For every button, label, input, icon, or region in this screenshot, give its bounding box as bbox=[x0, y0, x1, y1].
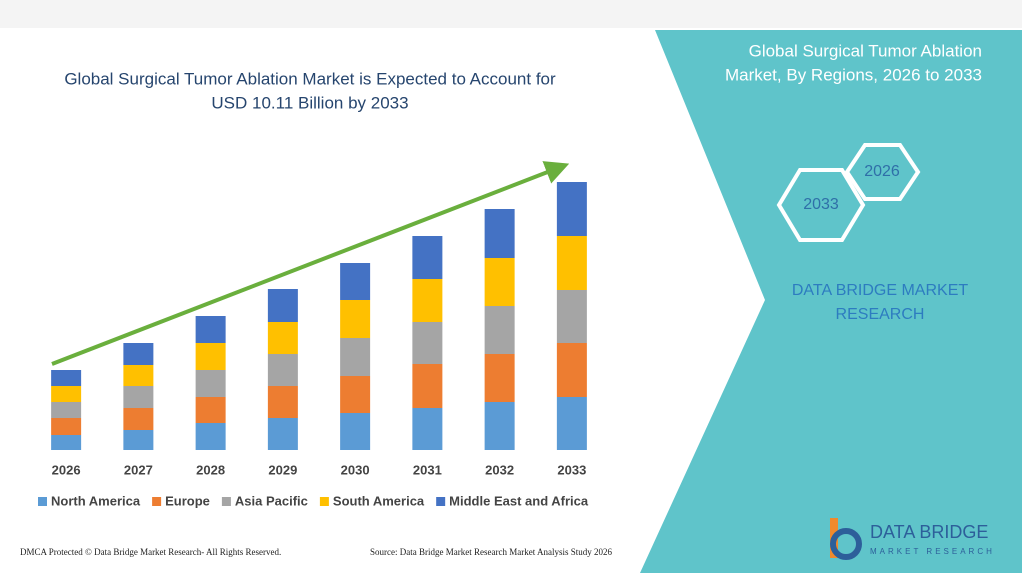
bar-segment bbox=[556, 397, 587, 450]
x-tick-label: 2033 bbox=[557, 462, 586, 477]
bar-segment bbox=[484, 209, 515, 258]
legend-swatch bbox=[319, 497, 329, 506]
bar-segment bbox=[484, 354, 515, 402]
bar-segment bbox=[123, 408, 154, 430]
x-tick-label: 2032 bbox=[485, 462, 514, 477]
bar-segment bbox=[556, 182, 587, 236]
bar-segment bbox=[51, 386, 82, 402]
bar-segment bbox=[412, 322, 443, 364]
logo-icon bbox=[830, 528, 862, 560]
bar-segment bbox=[267, 322, 298, 354]
sidebar-panel bbox=[640, 30, 1022, 573]
legend-swatch bbox=[436, 497, 446, 506]
legend-swatch bbox=[221, 497, 231, 506]
bar-segment bbox=[412, 236, 443, 279]
x-tick-label: 2027 bbox=[124, 462, 153, 477]
bar-segment bbox=[195, 370, 226, 397]
bar-segment bbox=[267, 418, 298, 450]
bar-segment bbox=[412, 279, 443, 322]
legend-swatch bbox=[38, 497, 47, 506]
legend-label: Europe bbox=[165, 493, 210, 508]
brand-text: RESEARCH bbox=[836, 306, 925, 323]
bar-segment bbox=[340, 300, 371, 338]
logo-tagline: MARKET RESEARCH bbox=[870, 547, 995, 556]
bar-segment bbox=[51, 370, 82, 386]
bar-segment bbox=[123, 365, 154, 386]
bar-segment bbox=[484, 402, 515, 450]
x-tick-label: 2031 bbox=[413, 462, 442, 477]
bar-segment bbox=[484, 258, 515, 306]
bar-segment bbox=[267, 354, 298, 386]
bar-segment bbox=[123, 430, 154, 450]
legend-label: Middle East and Africa bbox=[449, 493, 589, 508]
hex-label: 2033 bbox=[803, 196, 839, 213]
x-tick-label: 2026 bbox=[52, 462, 81, 477]
bar-segment bbox=[267, 386, 298, 418]
bar-segment bbox=[412, 364, 443, 408]
logo-name: DATA BRIDGE bbox=[870, 522, 988, 542]
hexagon bbox=[776, 168, 866, 242]
sidebar-title: Market, By Regions, 2026 to 2033 bbox=[725, 65, 982, 84]
legend-label: Asia Pacific bbox=[235, 493, 308, 508]
brand-text: DATA BRIDGE MARKET bbox=[792, 282, 969, 299]
bar-segment bbox=[340, 376, 371, 413]
bar-segment bbox=[195, 343, 226, 370]
bar-segment bbox=[195, 423, 226, 450]
bar-segment bbox=[123, 386, 154, 408]
bar-segment bbox=[340, 413, 371, 450]
bar-segment bbox=[412, 408, 443, 450]
x-tick-label: 2028 bbox=[196, 462, 225, 477]
bar-segment bbox=[556, 290, 587, 343]
bar-segment bbox=[340, 263, 371, 300]
bar-segment bbox=[556, 236, 587, 290]
x-tick-label: 2030 bbox=[341, 462, 370, 477]
legend-label: North America bbox=[51, 493, 141, 508]
bar-segment bbox=[484, 306, 515, 354]
chart-title: Global Surgical Tumor Ablation Market is… bbox=[64, 69, 556, 88]
x-tick-label: 2029 bbox=[268, 462, 297, 477]
bar-segment bbox=[267, 289, 298, 322]
legend-label: South America bbox=[333, 493, 425, 508]
hexagon bbox=[844, 143, 921, 201]
top-band bbox=[0, 0, 1022, 28]
footer-left: DMCA Protected © Data Bridge Market Rese… bbox=[20, 547, 281, 557]
bar-segment bbox=[51, 402, 82, 418]
bar-segment bbox=[195, 397, 226, 423]
bar-segment bbox=[123, 343, 154, 365]
bar-segment bbox=[340, 338, 371, 376]
bar-segment bbox=[195, 316, 226, 343]
footer-right: Source: Data Bridge Market Research Mark… bbox=[370, 547, 612, 557]
bar-segment bbox=[556, 343, 587, 397]
bar-segment bbox=[51, 435, 82, 450]
trend-arrow bbox=[51, 161, 570, 366]
hex-label: 2026 bbox=[864, 163, 900, 180]
bar-segment bbox=[51, 418, 82, 435]
chart-title: USD 10.11 Billion by 2033 bbox=[211, 93, 408, 112]
legend-swatch bbox=[152, 497, 162, 506]
sidebar-title: Global Surgical Tumor Ablation bbox=[749, 41, 982, 60]
